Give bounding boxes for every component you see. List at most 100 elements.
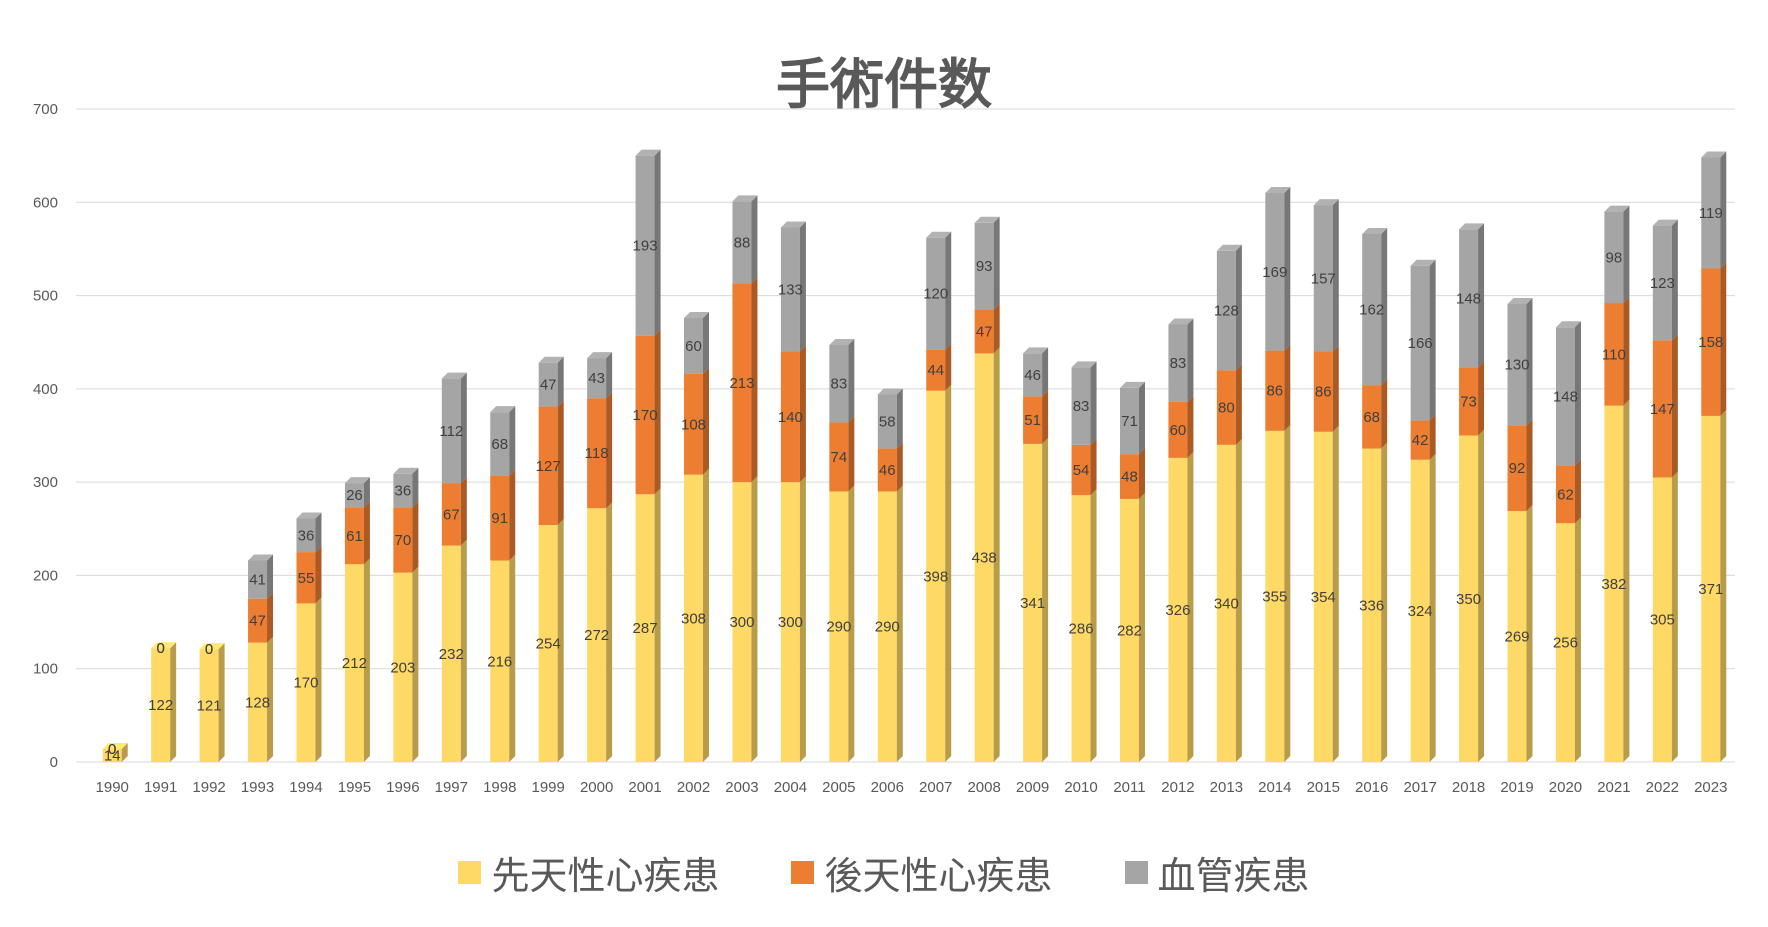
bar-segment[interactable] <box>587 502 613 762</box>
bar-segment[interactable] <box>1265 424 1291 762</box>
bar-segment[interactable] <box>1071 438 1097 496</box>
bar-segment[interactable] <box>732 277 758 483</box>
bar-segment[interactable] <box>780 476 806 762</box>
bar-segment[interactable] <box>296 546 322 604</box>
bar-segment[interactable] <box>635 149 661 336</box>
bar-segment[interactable] <box>1701 409 1727 762</box>
bar-segment[interactable] <box>1071 489 1097 762</box>
bar-segment[interactable] <box>1652 219 1678 341</box>
bar-segment[interactable] <box>1168 451 1194 762</box>
bar-segment[interactable] <box>635 329 661 495</box>
bar-segment[interactable] <box>1604 205 1630 304</box>
bar-segment[interactable] <box>829 339 855 423</box>
bar-segment[interactable] <box>248 554 274 599</box>
bar-segment[interactable] <box>587 352 613 399</box>
bar-segment[interactable] <box>1119 492 1145 762</box>
bar-segment[interactable] <box>199 643 225 762</box>
bar-segment[interactable] <box>1507 419 1533 512</box>
bar-segment[interactable] <box>441 539 467 762</box>
bar-segment[interactable] <box>1313 345 1339 432</box>
bar-segment[interactable] <box>1701 151 1727 269</box>
bar-segment[interactable] <box>635 488 661 762</box>
bar-segment[interactable] <box>393 467 419 508</box>
bar-segment[interactable] <box>296 597 322 762</box>
bar-segment[interactable] <box>1265 344 1291 431</box>
bar-segment[interactable] <box>587 392 613 509</box>
bar-segment[interactable] <box>296 512 322 553</box>
bar-segment[interactable] <box>1555 459 1581 524</box>
bar-segment[interactable] <box>102 742 128 762</box>
bar-segment[interactable] <box>974 216 1000 310</box>
bar-segment[interactable] <box>1362 379 1388 449</box>
bar-segment[interactable] <box>393 566 419 762</box>
bar-segment[interactable] <box>684 367 710 475</box>
bar-segment[interactable] <box>1459 429 1485 763</box>
bar-segment[interactable] <box>248 592 274 643</box>
legend-item-vascular[interactable]: 血管疾患 <box>1124 845 1310 900</box>
bar-segment[interactable] <box>829 485 855 762</box>
bar-segment[interactable] <box>877 388 903 449</box>
bar-segment[interactable] <box>974 303 1000 354</box>
bar-segment[interactable] <box>1555 517 1581 762</box>
bar-segment[interactable] <box>780 345 806 483</box>
bar-segment[interactable] <box>1410 414 1436 460</box>
bar-segment[interactable] <box>490 469 516 561</box>
bar-segment[interactable] <box>344 501 370 565</box>
legend-item-congenital[interactable]: 先天性心疾患 <box>458 845 719 900</box>
bar-segment[interactable] <box>1459 223 1485 368</box>
bar-segment[interactable] <box>1168 318 1194 402</box>
bar-segment[interactable] <box>490 406 516 476</box>
bar-segment[interactable] <box>1023 437 1049 762</box>
bar-segment[interactable] <box>974 347 1000 762</box>
bar-segment[interactable] <box>344 477 370 508</box>
bar-segment[interactable] <box>1313 425 1339 762</box>
bar-segment[interactable] <box>1265 186 1291 351</box>
bar-segment[interactable] <box>441 372 467 484</box>
bar-segment[interactable] <box>1410 453 1436 762</box>
bar-segment[interactable] <box>684 311 710 374</box>
bar-segment[interactable] <box>344 558 370 762</box>
bar-segment[interactable] <box>538 356 564 407</box>
bar-segment[interactable] <box>732 195 758 284</box>
bar-segment[interactable] <box>926 231 952 350</box>
bar-segment[interactable] <box>1023 390 1049 444</box>
bar-segment[interactable] <box>1362 442 1388 762</box>
bar-segment[interactable] <box>1604 297 1630 406</box>
bar-segment[interactable] <box>1071 361 1097 445</box>
bar-segment[interactable] <box>1362 228 1388 386</box>
bar-segment[interactable] <box>1119 381 1145 455</box>
bar-segment[interactable] <box>538 519 564 762</box>
bar-segment[interactable] <box>684 468 710 762</box>
bar-segment[interactable] <box>1507 297 1533 426</box>
bar-segment[interactable] <box>393 501 419 573</box>
bar-segment[interactable] <box>829 416 855 492</box>
bar-segment[interactable] <box>1507 505 1533 762</box>
bar-segment[interactable] <box>1119 448 1145 499</box>
bar-segment[interactable] <box>926 384 952 762</box>
bar-segment[interactable] <box>441 477 467 546</box>
bar-segment[interactable] <box>780 221 806 352</box>
bar-segment[interactable] <box>877 442 903 492</box>
bar-segment[interactable] <box>1168 395 1194 458</box>
bar-segment[interactable] <box>1216 244 1242 371</box>
bar-segment[interactable] <box>1652 334 1678 478</box>
bar-segment[interactable] <box>1555 321 1581 466</box>
bar-segment[interactable] <box>926 343 952 391</box>
bar-segment[interactable] <box>877 485 903 762</box>
bar-segment[interactable] <box>1023 347 1049 397</box>
bar-segment[interactable] <box>490 554 516 762</box>
bar-segment[interactable] <box>1410 259 1436 421</box>
bar-segment[interactable] <box>1216 364 1242 445</box>
legend-item-acquired[interactable]: 後天性心疾患 <box>791 845 1053 900</box>
bar-segment[interactable] <box>1459 361 1485 436</box>
bar-segment[interactable] <box>1313 199 1339 352</box>
bar-segment[interactable] <box>248 636 274 762</box>
bar-segment[interactable] <box>1701 262 1727 416</box>
bar-segment[interactable] <box>1652 471 1678 762</box>
bar-segment[interactable] <box>1604 399 1630 762</box>
bar-segment[interactable] <box>1216 438 1242 762</box>
bar-top-face <box>1313 199 1339 206</box>
bar-segment[interactable] <box>538 400 564 526</box>
bar-segment[interactable] <box>151 642 177 762</box>
bar-segment[interactable] <box>732 476 758 762</box>
